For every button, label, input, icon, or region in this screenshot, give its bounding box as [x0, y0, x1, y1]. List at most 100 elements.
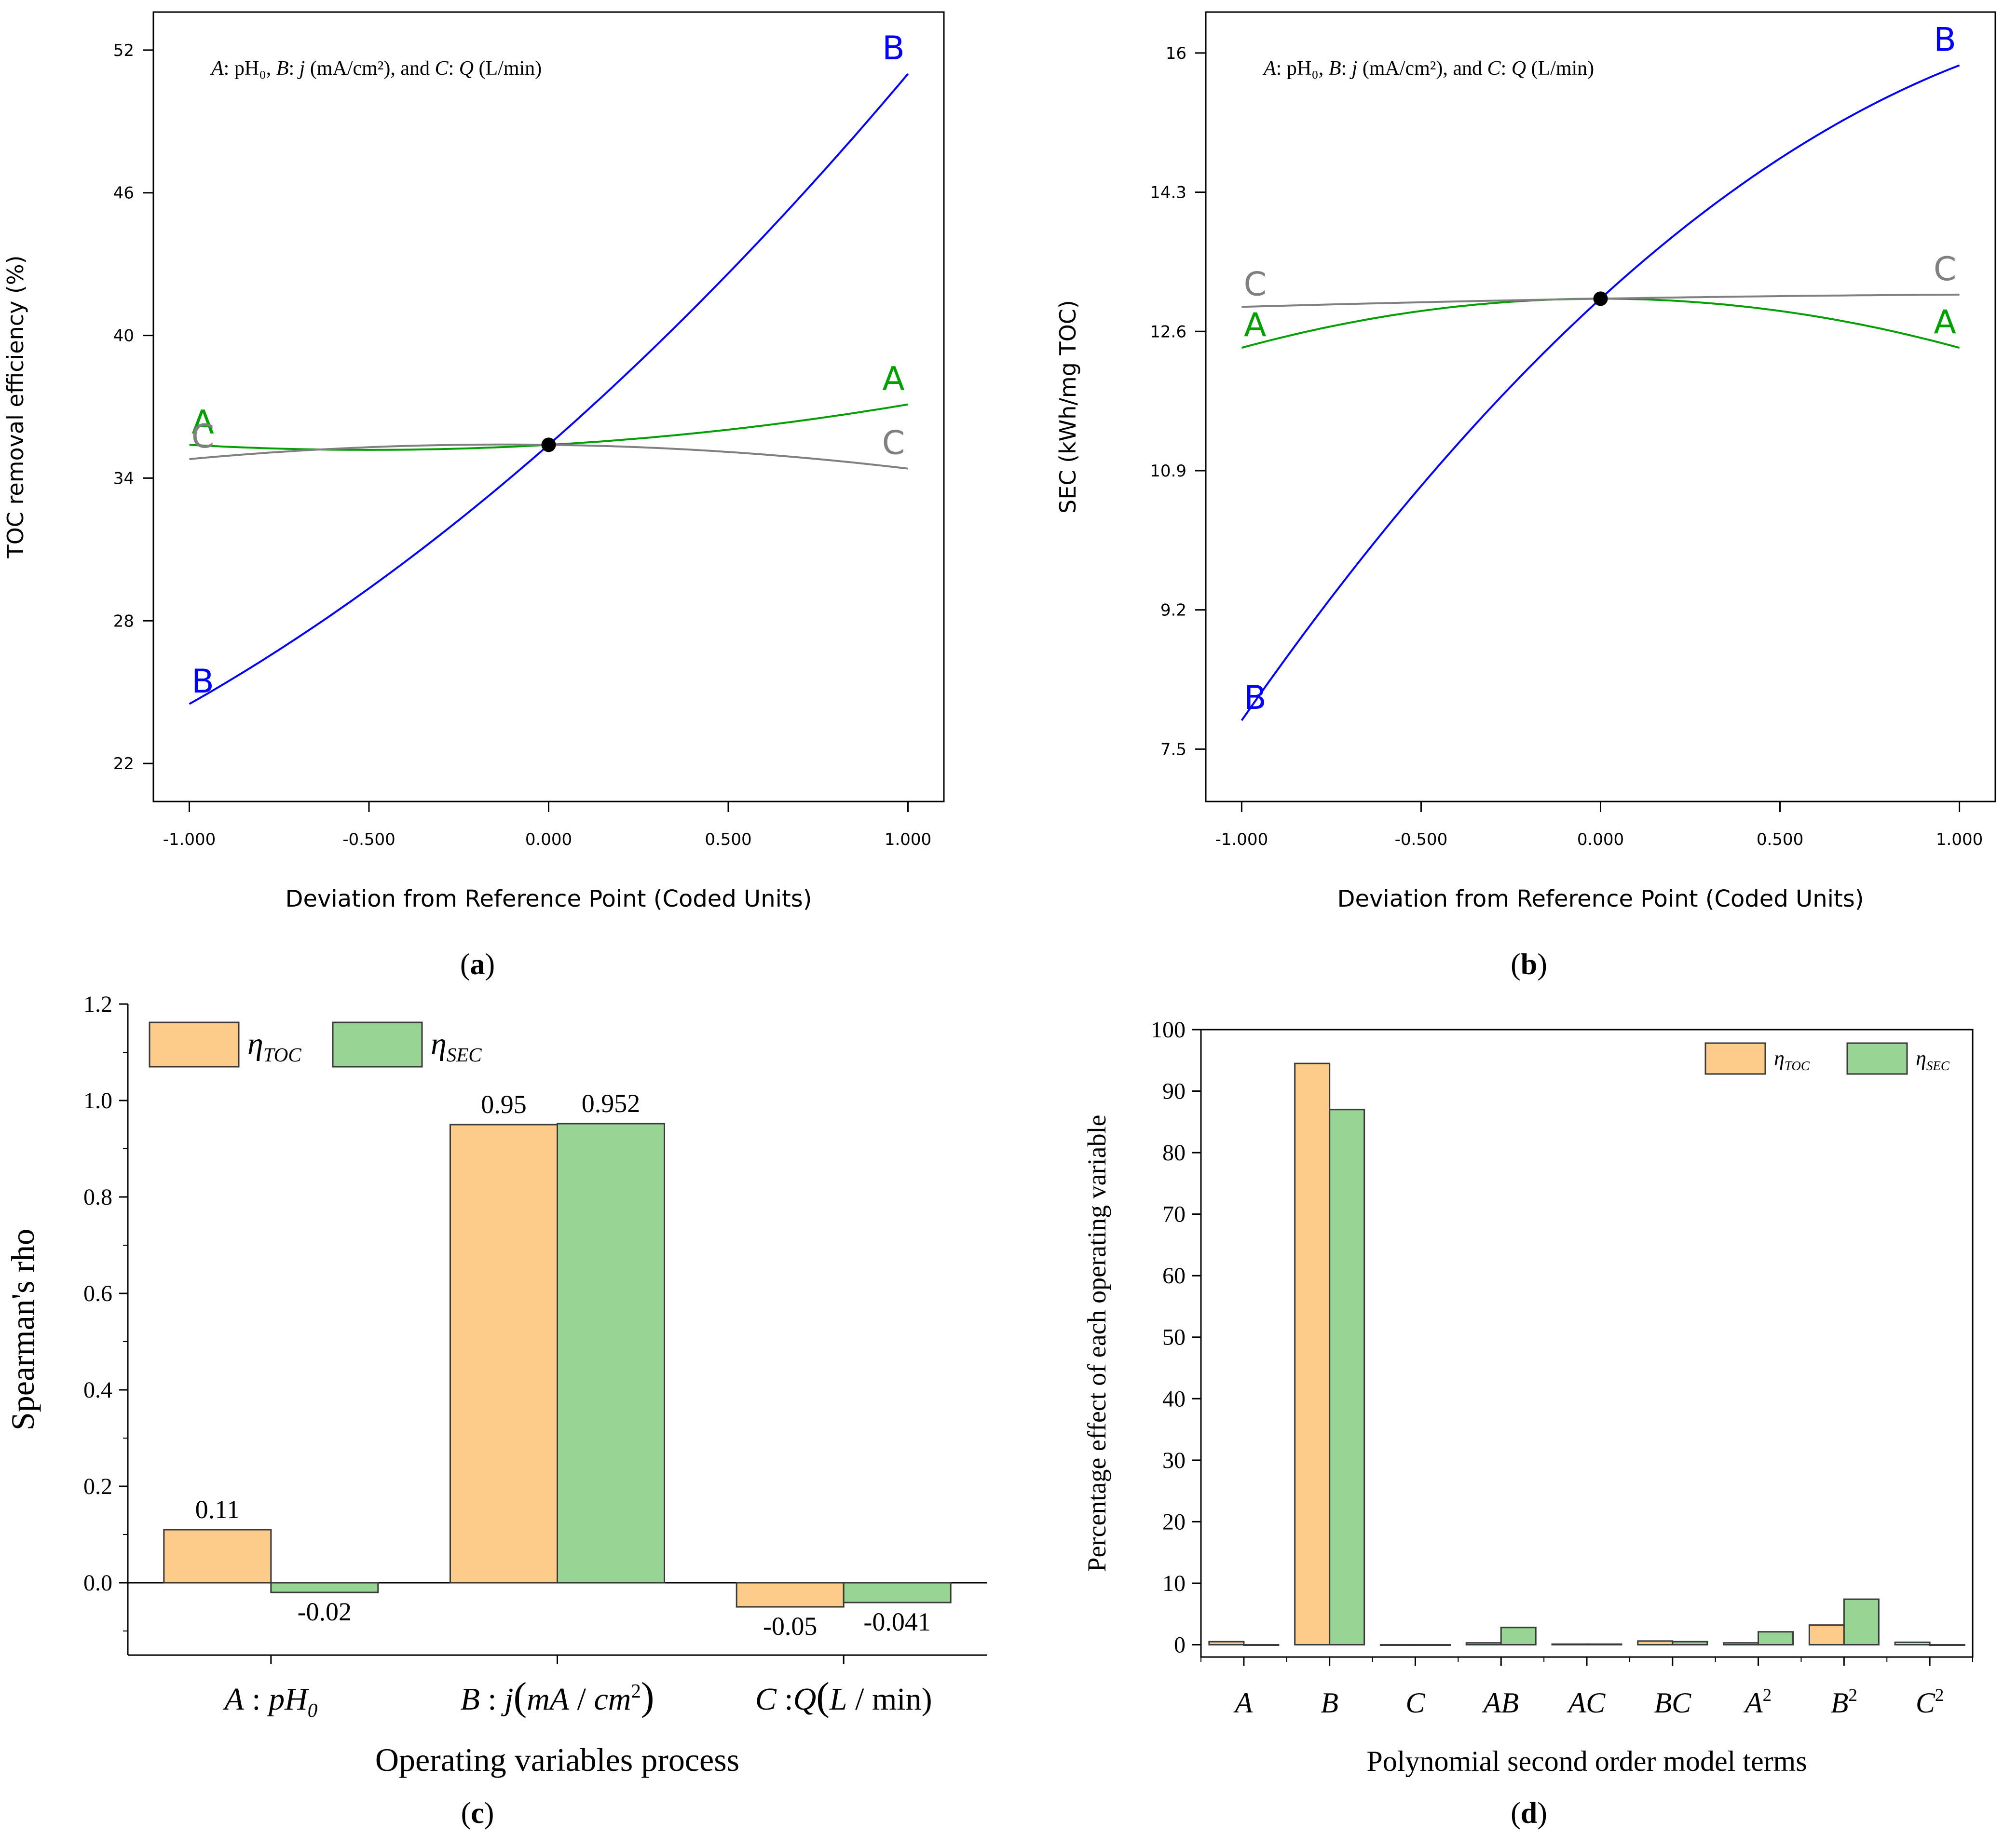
bar-toc-7 — [1808, 1624, 1845, 1645]
category-label: C2 — [1916, 1685, 1944, 1719]
legend-swatch-sec — [332, 1021, 423, 1068]
panel-a: -1.000 -0.500 0.000 0.500 1.000 22 28 34 40 46 52 D… — [2, 11, 945, 981]
annotation-part: : — [1341, 57, 1351, 80]
series-label-B-right: B — [1934, 21, 1956, 59]
y-tick-label: 9.2 — [1160, 601, 1186, 620]
category-part: : — [244, 1682, 269, 1717]
y-tick-label: 0.8 — [83, 1184, 112, 1210]
data-label: -0.041 — [863, 1607, 930, 1636]
bar-sec-1 — [557, 1123, 665, 1584]
panel-label-paren: ) — [1537, 948, 1547, 981]
x-tick-label: 1.000 — [1936, 830, 1983, 849]
series-label-C-right: C — [1934, 250, 1956, 288]
annotation-part: : — [449, 57, 459, 80]
y-tick-label: 30 — [1162, 1448, 1186, 1473]
legend-symbol: η — [1774, 1046, 1785, 1070]
y-tick-label: 80 — [1162, 1140, 1186, 1166]
category-part: C — [1916, 1687, 1936, 1719]
data-label: -0.02 — [298, 1597, 352, 1626]
y-axis-label: SEC (kWh/mg TOC) — [1055, 300, 1081, 514]
series-label-C-left: C — [1244, 265, 1267, 303]
panel-label-paren: ) — [484, 1797, 494, 1830]
x-tick-label: -0.500 — [1395, 830, 1448, 849]
y-tick-label: 90 — [1162, 1079, 1186, 1104]
category-part: A — [222, 1682, 244, 1717]
x-tick-label: 0.000 — [525, 830, 572, 849]
series-label-A-left: A — [191, 403, 214, 441]
legend-subscript: SEC — [447, 1044, 482, 1066]
series-label-C-left: C — [191, 418, 214, 456]
category-part: A — [1743, 1687, 1763, 1719]
category-label: AC — [1567, 1687, 1606, 1719]
reference-point-marker — [541, 437, 556, 452]
bar-sec-2 — [1414, 1644, 1451, 1646]
legend-symbol: η — [1916, 1046, 1926, 1070]
category-part: A — [1233, 1687, 1253, 1719]
bar-sec-3 — [1500, 1627, 1537, 1645]
plot-frame — [1205, 11, 1996, 802]
y-tick-label: 34 — [113, 469, 134, 488]
category-part: : — [777, 1682, 793, 1717]
y-tick-label: 0 — [1174, 1632, 1186, 1658]
x-tick-label: 0.500 — [1757, 830, 1803, 849]
x-tick-label: 0.500 — [705, 830, 751, 849]
category-label: BC — [1654, 1687, 1691, 1719]
category-superscript: 2 — [1935, 1685, 1944, 1705]
legend-subscript: SEC — [1926, 1059, 1950, 1073]
panel-label-d: (d) — [1511, 1797, 1547, 1830]
category-part: L — [829, 1682, 847, 1717]
y-tick-label: 10 — [1162, 1571, 1186, 1596]
y-tick-label: 14.3 — [1150, 183, 1186, 203]
panel-label-b: (b) — [1511, 948, 1547, 981]
series-line-A — [1241, 298, 1960, 349]
x-tick-label: -1.000 — [1215, 830, 1268, 849]
legend-subscript: TOC — [263, 1044, 302, 1066]
legend-label-toc: ηTOC — [1774, 1046, 1810, 1073]
legend-subscript: TOC — [1785, 1059, 1810, 1073]
category-part: B — [1321, 1687, 1338, 1719]
panel-label-paren: ( — [461, 1797, 471, 1830]
legend-symbol: η — [247, 1026, 263, 1061]
series-label-B-left: B — [1244, 679, 1267, 717]
category-part: mA — [527, 1682, 570, 1717]
x-axis-label: Deviation from Reference Point (Coded Un… — [286, 885, 812, 912]
series-label-A-right: A — [1934, 303, 1956, 341]
bar-toc-5 — [1637, 1640, 1674, 1645]
legend-label-sec: ηSEC — [1916, 1046, 1950, 1073]
annotation-part: : — [1501, 57, 1512, 80]
y-tick-label: 20 — [1162, 1509, 1186, 1535]
factor-legend-annotation: A: pH₀, B: j (mA/cm²), and C: Q (L/min) — [1262, 57, 1594, 80]
bar-toc-1 — [450, 1124, 558, 1584]
y-tick-label: 10.9 — [1150, 462, 1186, 481]
x-axis-label: Polynomial second order model terms — [1366, 1745, 1807, 1777]
category-part: B — [1831, 1687, 1849, 1719]
panel-c: 0.0 0.2 0.4 0.6 0.8 1.0 1.2 A : pH0​ B : j(mA / … — [4, 992, 987, 1830]
series-line-B — [1241, 64, 1960, 721]
category-part: AB — [1482, 1687, 1519, 1719]
legend-label-toc: ηTOC — [247, 1026, 301, 1066]
y-tick-label: 40 — [1162, 1386, 1186, 1412]
annotation-part: (mA/cm²), and — [1357, 57, 1487, 80]
annotation-part: : pH₀, — [1276, 57, 1329, 80]
y-tick-label: 1.2 — [83, 992, 112, 1017]
bar-sec-0 — [270, 1582, 379, 1593]
y-tick-label: 50 — [1162, 1325, 1186, 1350]
data-label: -0.05 — [763, 1612, 817, 1641]
category-superscript: 2 — [1763, 1685, 1772, 1705]
annotation-part: : — [288, 57, 299, 80]
bar-toc-0 — [163, 1529, 272, 1584]
y-tick-label: 70 — [1162, 1202, 1186, 1227]
bar-toc-3 — [1465, 1642, 1502, 1645]
category-part: pH — [267, 1682, 309, 1717]
category-subscript: 0 — [308, 1699, 318, 1721]
series-label-B-left: B — [191, 663, 214, 701]
y-axis-label: Spearman's rho — [4, 1229, 41, 1430]
legend-swatch-toc — [149, 1021, 240, 1068]
category-part: : — [480, 1682, 504, 1717]
panel-label-letter: d — [1521, 1797, 1537, 1830]
annotation-part: B — [1329, 57, 1341, 80]
series-label-A-left: A — [1244, 306, 1267, 344]
category-part: B — [460, 1682, 479, 1717]
